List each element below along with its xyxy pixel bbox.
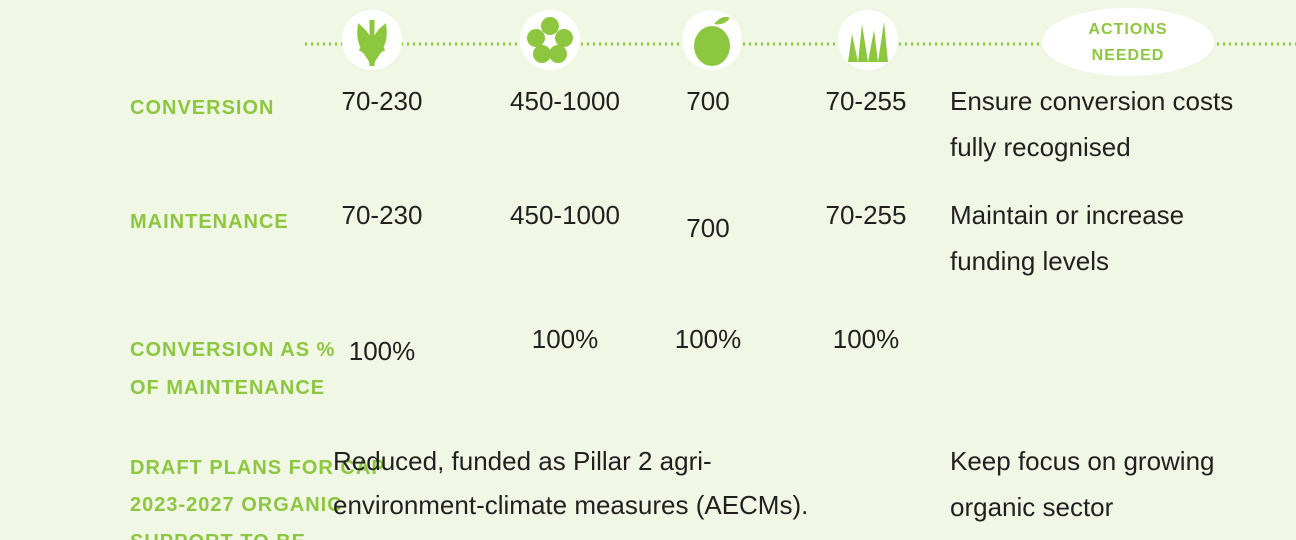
row-label: SUPPORT TO BE... xyxy=(130,532,326,540)
row-label: MAINTENANCE xyxy=(130,211,289,233)
cell-note: environment-climate measures (AECMs). xyxy=(333,490,809,520)
icon-circles xyxy=(342,8,1214,76)
actions-label: NEEDED xyxy=(1091,47,1165,64)
action-text: fully recognised xyxy=(950,132,1131,162)
cell-value: 100% xyxy=(531,324,599,354)
icons xyxy=(357,16,888,67)
cell-value: 100% xyxy=(348,336,416,366)
cell-value: 450-1000 xyxy=(510,86,620,116)
actions-label: ACTIONS xyxy=(1088,21,1168,38)
row-label: CONVERSION xyxy=(130,97,275,119)
cell-value: 70-230 xyxy=(341,200,423,230)
row-label: OF MAINTENANCE xyxy=(130,377,326,399)
action-text: Maintain or increase xyxy=(950,200,1185,230)
cell-value: 70-255 xyxy=(825,86,907,116)
cell-value: 70-255 xyxy=(825,200,907,230)
cell-note: Reduced, funded as Pillar 2 agri- xyxy=(333,446,712,476)
cell-value: 700 xyxy=(686,86,730,116)
cell-value: 450-1000 xyxy=(510,200,620,230)
row-label: 2023-2027 ORGANIC xyxy=(130,494,343,516)
action-text: organic sector xyxy=(950,492,1114,522)
action-text: funding levels xyxy=(950,246,1109,276)
cell-value: 100% xyxy=(832,324,900,354)
action-text: Ensure conversion costs xyxy=(950,86,1234,116)
cell-value: 70-230 xyxy=(341,86,423,116)
row-label: DRAFT PLANS FOR CAP xyxy=(130,457,386,479)
action-text: Keep focus on growing xyxy=(950,446,1215,476)
cell-value: 100% xyxy=(674,324,742,354)
cell-value: 700 xyxy=(686,213,730,243)
row-label: CONVERSION AS % xyxy=(130,339,336,361)
